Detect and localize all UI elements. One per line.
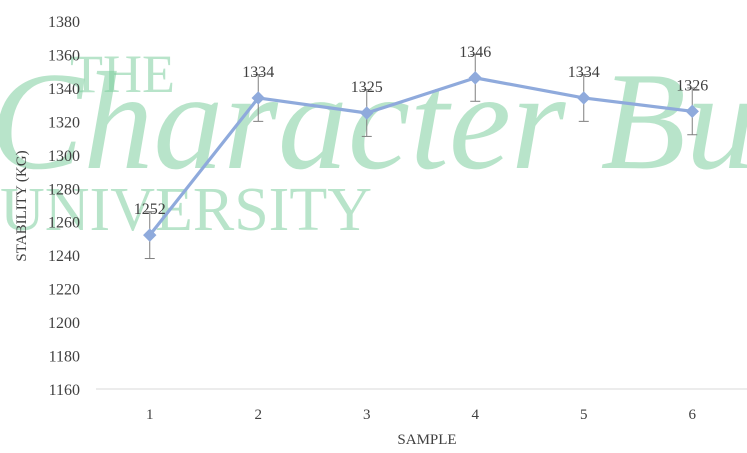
data-point [360,106,374,120]
data-label: 1334 [242,64,274,81]
y-tick-label: 1180 [49,349,80,366]
x-tick-label: 4 [472,407,480,423]
y-tick-label: 1360 [48,47,80,64]
y-tick-label: 1220 [48,282,80,299]
x-tick-label: 6 [689,407,697,423]
x-axis-title: SAMPLE [397,432,456,448]
data-label: 1334 [568,64,600,81]
data-point [143,228,157,242]
y-tick-label: 1380 [48,14,80,31]
watermark-the: THE [70,44,175,104]
data-label: 1325 [351,79,383,96]
y-tick-label: 1200 [48,315,80,332]
y-axis-title: STABILITY (KG) [14,150,30,261]
axes: 1160 1180 1200 1220 1240 1260 1280 1300 1320 1340… [48,14,747,423]
data-point [251,91,265,105]
series-line [148,76,693,237]
y-tick-label: 1240 [48,248,80,265]
x-tick-label: 2 [255,407,263,423]
watermark-logo: THE Character Build UNIVERSITY [0,44,747,244]
data-point [468,71,482,85]
data-label: 1326 [676,77,708,94]
watermark-character-build: Character Build [0,44,747,199]
data-point [685,104,699,119]
y-tick-label: 1300 [48,148,80,165]
y-tick-label: 1160 [49,382,80,399]
x-tick-label: 1 [146,407,154,423]
x-tick-label: 3 [363,407,371,423]
x-tick-label: 5 [580,407,588,423]
data-label: 1346 [459,44,491,61]
data-point [577,91,591,105]
y-tick-label: 1340 [48,81,80,98]
y-tick-label: 1320 [48,114,80,131]
data-label: 1252 [134,201,166,218]
y-tick-label: 1280 [48,181,80,198]
series-layer: 1252 1334 1325 1346 1334 1326 [134,44,708,260]
y-tick-label: 1260 [48,215,80,232]
